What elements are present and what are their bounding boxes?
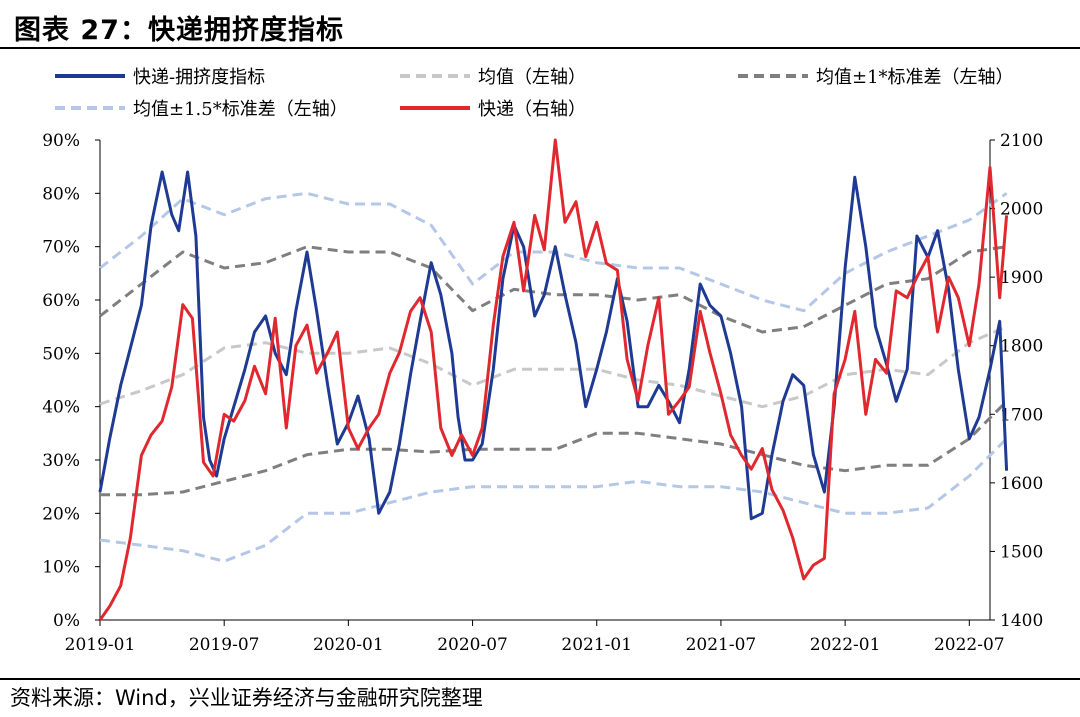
y-left-tick-label: 10% (42, 558, 80, 578)
y-right-tick-label: 2100 (1000, 131, 1043, 151)
legend-swatch (400, 106, 470, 110)
legend-item-sd1: 均值±1*标准差（左轴） (738, 63, 1014, 89)
y-left-tick-label: 20% (42, 504, 80, 524)
y-right-tick-label: 2000 (1000, 200, 1043, 220)
series-line-crowd (98, 170, 1009, 521)
x-tick-label: 2022-01 (810, 635, 881, 655)
series-line-sd15 (99, 437, 1008, 563)
bottom-rule (0, 678, 1080, 680)
legend-swatch (55, 74, 125, 78)
x-tick-label: 2020-01 (313, 635, 384, 655)
y-left-tick-label: 70% (42, 238, 80, 258)
legend-label: 均值±1.5*标准差（左轴） (133, 99, 348, 120)
y-left-tick-label: 90% (42, 131, 80, 151)
y-right-tick-label: 1600 (1000, 474, 1043, 494)
legend-label: 快递-拥挤度指标 (133, 67, 266, 88)
source-note: 资料来源：Wind，兴业证券经济与金融研究院整理 (10, 686, 483, 710)
x-tick-label: 2019-01 (65, 635, 136, 655)
legend-swatch (55, 106, 125, 110)
top-rule (0, 47, 1080, 49)
x-tick-label: 2021-07 (686, 635, 757, 655)
chart-title: 图表 27：快递拥挤度指标 (14, 15, 344, 46)
legend-label: 均值±1*标准差（左轴） (816, 67, 1014, 88)
x-tick-label: 2020-07 (437, 635, 508, 655)
series-line-sd1 (100, 400, 1008, 497)
legend-item-crowd: 快递-拥挤度指标 (55, 63, 265, 89)
legend-swatch (400, 74, 470, 78)
y-left-tick-label: 30% (42, 451, 80, 471)
y-left-tick-label: 60% (42, 291, 80, 311)
y-left-tick-label: 80% (42, 184, 80, 204)
y-right-tick-label: 1500 (1000, 542, 1043, 562)
y-right-tick-label: 1700 (1000, 405, 1043, 425)
y-right-tick-label: 1900 (1000, 268, 1043, 288)
y-left-tick-label: 50% (42, 344, 80, 364)
series-line-express (98, 138, 1009, 621)
legend-item-sd15: 均值±1.5*标准差（左轴） (55, 95, 348, 121)
legend-label: 均值（左轴） (478, 67, 586, 88)
legend-item-express: 快递（右轴） (400, 95, 586, 121)
x-tick-label: 2021-01 (561, 635, 632, 655)
y-left-tick-label: 0% (53, 611, 80, 631)
legend-item-mean: 均值（左轴） (400, 63, 586, 89)
series-line-sd1_up (99, 245, 1007, 334)
y-right-tick-label: 1800 (1000, 337, 1043, 357)
x-tick-label: 2022-07 (934, 635, 1005, 655)
legend-label: 快递（右轴） (478, 99, 586, 120)
chart: 0% 10% 20% 30% 40% 50% 60% 70% 80% 90% 1400 1500 160… (42, 131, 1043, 655)
x-tick-label: 2019-07 (189, 635, 260, 655)
y-right-tick-label: 1400 (1000, 611, 1043, 631)
legend-swatch (738, 74, 808, 78)
y-left-tick-label: 40% (42, 398, 80, 418)
